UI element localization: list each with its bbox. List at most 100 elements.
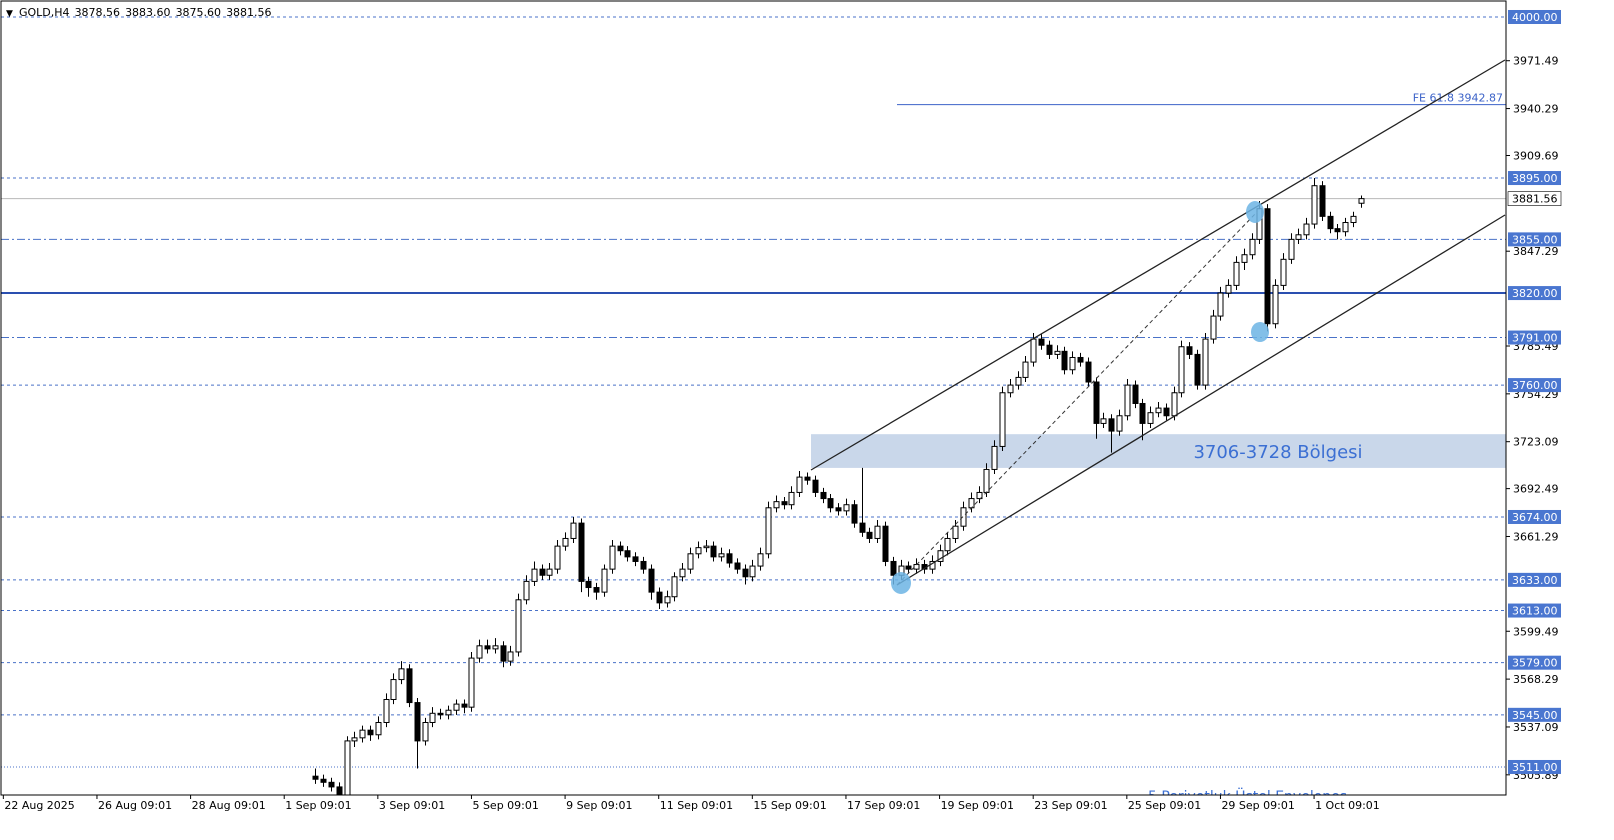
channel-lower — [896, 214, 1506, 586]
candle-body — [773, 501, 780, 509]
candle-body — [1085, 361, 1092, 383]
candle-body — [968, 498, 975, 509]
candle-body — [695, 547, 702, 555]
candle-body — [664, 596, 671, 604]
level-tag — [1508, 759, 1561, 774]
level-tag — [1508, 378, 1561, 393]
candle-body — [851, 504, 858, 524]
level-label: 3760.00 — [1512, 379, 1558, 392]
header-value: 3883.60 — [125, 6, 171, 19]
candle-body — [406, 668, 413, 704]
candle-body — [1311, 185, 1318, 225]
header-value: 3875.60 — [176, 6, 222, 19]
level-tag — [1508, 603, 1561, 618]
candle-body — [1350, 215, 1357, 224]
candle-body — [913, 564, 920, 570]
candle-body — [609, 545, 616, 570]
candle-body — [1147, 412, 1154, 424]
candle-body — [859, 522, 866, 533]
x-tick-label: 9 Sep 09:01 — [566, 799, 632, 812]
candle-body — [1319, 185, 1326, 217]
candle-body — [1171, 392, 1178, 417]
candle-body — [1022, 361, 1029, 378]
candle-body — [703, 545, 710, 549]
x-tick-label: 15 Sep 09:01 — [753, 799, 826, 812]
candle-body — [1015, 376, 1022, 386]
candle-body — [1077, 356, 1084, 363]
marker-circle — [1251, 322, 1269, 342]
candle-body — [742, 568, 749, 578]
candle-body — [1327, 215, 1334, 230]
candle-body — [515, 599, 522, 653]
zone — [811, 434, 1506, 468]
candle-body — [866, 531, 873, 539]
candle-body — [390, 679, 397, 700]
level-tag — [1508, 572, 1561, 587]
header: ▼ GOLD,H4 3878.56 3883.60 3875.60 3881.56 — [6, 6, 272, 19]
candle-body — [812, 479, 819, 493]
candle-body — [336, 786, 343, 795]
candle-body — [1178, 346, 1185, 394]
candle-body — [804, 476, 811, 481]
candle-body — [991, 445, 998, 470]
candle-body — [648, 568, 655, 593]
candle-body — [461, 703, 468, 708]
plot-area: 3706-3728 Bölgesi FE 61.8 3942.87 — [1, 16, 1506, 795]
candle-body — [437, 712, 444, 716]
level-label: 3895.00 — [1512, 172, 1558, 185]
candle-body — [1132, 384, 1139, 404]
candle-body — [1334, 228, 1341, 233]
x-tick-label: 17 Sep 09:01 — [847, 799, 920, 812]
candle-body — [1272, 284, 1279, 325]
candle-body — [679, 568, 686, 578]
level-label: 3511.00 — [1512, 761, 1558, 774]
candle-body — [1233, 261, 1240, 286]
candle-body — [554, 545, 561, 570]
candle-body — [656, 591, 663, 604]
candle-body — [1007, 384, 1014, 394]
candle-body — [375, 722, 382, 736]
candle-body — [1202, 338, 1209, 386]
candle-body — [749, 565, 756, 578]
y-tick-label: 3568.29 — [1513, 673, 1559, 686]
candle-body — [1093, 381, 1100, 424]
candle-body — [944, 537, 951, 552]
level-label: 3545.00 — [1512, 709, 1558, 722]
level-label: 3791.00 — [1512, 332, 1558, 345]
y-tick-label: 3971.49 — [1513, 55, 1559, 68]
level-tag — [1508, 232, 1561, 247]
symbol: GOLD,H4 — [19, 6, 70, 19]
candle-body — [1116, 415, 1123, 432]
level-tag — [1508, 509, 1561, 524]
candle-body — [539, 568, 546, 576]
candle-body — [827, 498, 834, 509]
level-tag — [1508, 707, 1561, 722]
candle-body — [383, 698, 390, 724]
level-label: 3633.00 — [1512, 574, 1558, 587]
candle-body — [1210, 315, 1217, 340]
candle-body — [632, 556, 639, 562]
candle-body — [874, 525, 881, 539]
level-tag — [1508, 655, 1561, 670]
x-tick-label: 3 Sep 09:01 — [379, 799, 445, 812]
candle-body — [320, 778, 327, 783]
candle-body — [960, 507, 967, 527]
candle-body — [890, 560, 897, 576]
x-tick-label: 11 Sep 09:01 — [660, 799, 733, 812]
candle-body — [617, 545, 624, 552]
candle-body — [1139, 402, 1146, 424]
candle-body — [344, 740, 351, 795]
header-arrow: ▼ — [6, 9, 13, 19]
candle-body — [531, 568, 538, 582]
candle-body — [312, 775, 319, 780]
candle-body — [398, 668, 405, 681]
candle-body — [1241, 254, 1248, 263]
candle-body — [593, 587, 600, 593]
candle-body — [367, 729, 374, 736]
candle-body — [788, 491, 795, 506]
candle-body — [937, 550, 944, 562]
level-tag — [1508, 286, 1561, 301]
candle-body — [1069, 356, 1076, 371]
y-tick-label: 3537.09 — [1513, 721, 1559, 734]
x-tick-label: 26 Aug 09:01 — [98, 799, 172, 812]
